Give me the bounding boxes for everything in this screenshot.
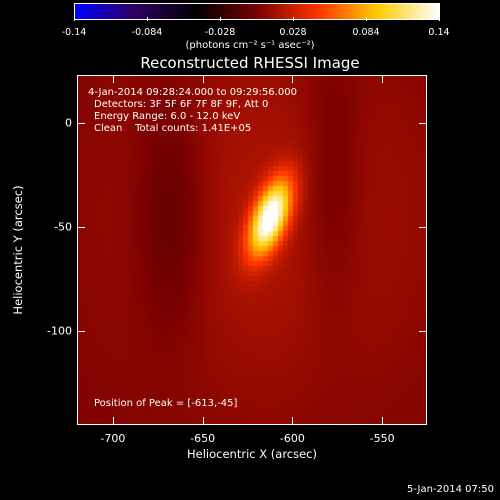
x-tick-label: -700 (100, 432, 126, 445)
annotation-detectors: Detectors: 3F 5F 6F 7F 8F 9F, Att 0 (94, 99, 269, 110)
colorbar-tick-label: -0.028 (204, 27, 236, 38)
annotation-energy: Energy Range: 6.0 - 12.0 keV (94, 111, 241, 122)
colorbar-tick-mark (293, 17, 294, 21)
y-tick-label: -50 (54, 220, 72, 234)
y-tick-label: 0 (65, 116, 72, 130)
y-tick-mark-right (419, 227, 426, 229)
x-tick-mark (382, 417, 384, 424)
y-tick-mark-right (419, 122, 426, 124)
x-tick-mark-top (112, 76, 114, 83)
colorbar-tick-mark (220, 17, 221, 21)
colorbar-tick-label: 0.14 (428, 27, 450, 38)
heatmap-image (78, 76, 426, 424)
y-tick-mark (78, 331, 85, 333)
plot-title: Reconstructed RHESSI Image (140, 54, 360, 72)
x-tick-mark (292, 417, 294, 424)
x-axis-label: Heliocentric X (arcsec) (187, 447, 317, 461)
x-tick-mark-top (292, 76, 294, 83)
colorbar-tick-label: 0.028 (279, 27, 307, 38)
colorbar-tick-label: -0.084 (131, 27, 163, 38)
x-tick-mark-top (202, 76, 204, 83)
colorbar-tick-mark (439, 17, 440, 21)
plot-area: 4-Jan-2014 09:28:24.000 to 09:29:56.000 … (77, 75, 427, 425)
y-tick-mark (78, 122, 85, 124)
colorbar-tick-mark (147, 17, 148, 21)
y-tick-label: -100 (47, 324, 72, 338)
y-axis-label: Heliocentric Y (arcsec) (11, 185, 25, 315)
x-tick-label: -550 (369, 432, 395, 445)
x-tick-mark-top (382, 76, 384, 83)
x-tick-mark (202, 417, 204, 424)
colorbar-units: (photons cm⁻² s⁻¹ asec⁻²) (185, 40, 315, 51)
colorbar (74, 3, 440, 20)
x-tick-label: -650 (190, 432, 216, 445)
timestamp: 5-Jan-2014 07:50 (407, 484, 494, 495)
x-tick-label: -600 (279, 432, 305, 445)
x-tick-mark (112, 417, 114, 424)
colorbar-tick-mark (74, 17, 75, 21)
annotation-clean: Clean Total counts: 1.41E+05 (94, 123, 252, 134)
colorbar-tick-mark (366, 17, 367, 21)
annotation-peak: Position of Peak = [-613,-45] (94, 398, 238, 409)
annotation-time-range: 4-Jan-2014 09:28:24.000 to 09:29:56.000 (88, 87, 297, 98)
y-tick-mark (78, 227, 85, 229)
colorbar-tick-label: -0.14 (61, 27, 87, 38)
colorbar-tick-label: 0.084 (352, 27, 380, 38)
y-tick-mark-right (419, 331, 426, 333)
